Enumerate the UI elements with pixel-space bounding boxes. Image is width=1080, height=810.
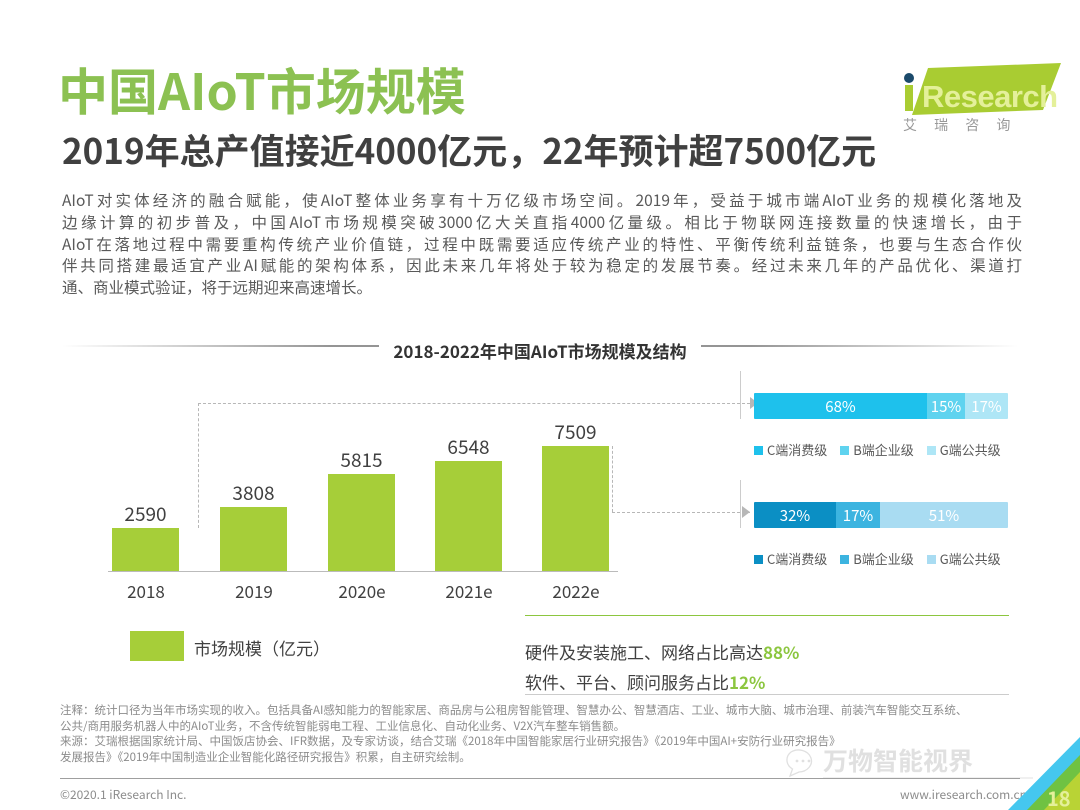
svg-text:Research: Research — [922, 79, 1058, 114]
svg-text:万物智能视界: 万物智能视界 — [823, 742, 973, 778]
svg-text:艾 瑞 咨 询: 艾 瑞 咨 询 — [903, 115, 1017, 134]
